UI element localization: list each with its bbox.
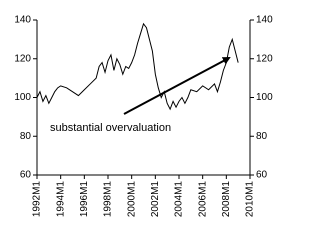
x-tick-label: 2008M1	[221, 181, 232, 218]
x-tick-label: 2004M1	[174, 181, 185, 218]
x-tick-label: 1994M1	[55, 181, 66, 218]
x-tick-label: 2006M1	[197, 181, 208, 218]
y2-tick-label: 120	[256, 53, 273, 64]
y-tick-label: 80	[20, 131, 32, 142]
x-tick-label: 1992M1	[32, 181, 43, 218]
x-tick-label: 2000M1	[126, 181, 137, 218]
x-tick-label: 2010M1	[245, 181, 256, 218]
line-series	[36, 22, 239, 111]
annotation-arrow	[123, 57, 231, 115]
y-tick-label: 140	[14, 15, 31, 26]
x-tick-label: 1998M1	[103, 181, 114, 218]
y2-tick-label: 60	[256, 170, 268, 181]
x-tick-label: 1996M1	[79, 181, 90, 218]
y-tick-label: 60	[20, 170, 32, 181]
y2-tick-label: 140	[256, 15, 273, 26]
y2-tick-label: 80	[256, 131, 268, 142]
chart: substantial overvaluation 60 80 100 120 140 6…	[14, 15, 273, 218]
y2-tick-label: 100	[256, 92, 273, 103]
annotation: substantial overvaluation	[50, 122, 171, 134]
y-tick-label: 100	[14, 92, 31, 103]
x-tick-label: 2002M1	[150, 181, 161, 218]
y-tick-label: 120	[14, 53, 31, 64]
